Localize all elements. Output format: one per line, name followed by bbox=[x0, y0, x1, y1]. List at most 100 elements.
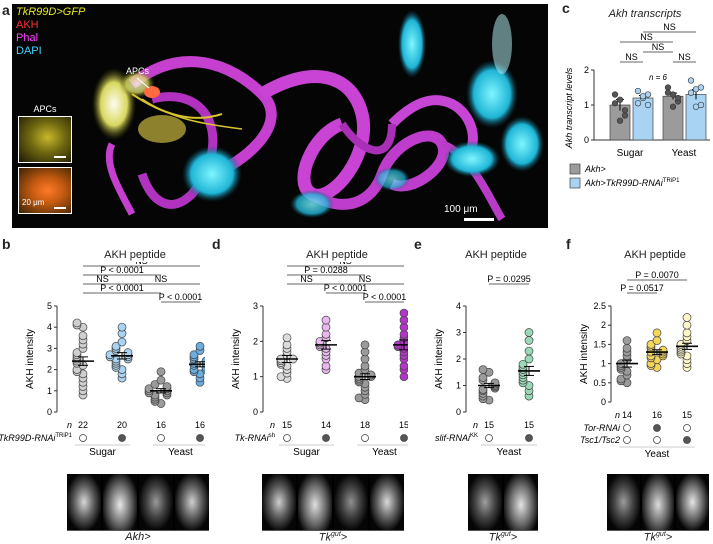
thumbs-f bbox=[607, 474, 710, 530]
thumb bbox=[641, 474, 675, 530]
genotype-f-suffix: > bbox=[665, 531, 673, 544]
genotype-b: Akh> bbox=[67, 530, 209, 543]
comparison-label: P = 0.0517 bbox=[620, 283, 664, 293]
y-tick-label: 1 bbox=[253, 372, 258, 382]
genotype-mark bbox=[623, 436, 631, 444]
data-point bbox=[72, 318, 82, 328]
thumb bbox=[334, 474, 368, 530]
legend-text: Akh>TkR99D-RNAiTRiP1 bbox=[584, 178, 680, 188]
y-tick-label: 1 bbox=[584, 100, 589, 110]
panel-d-label: d bbox=[212, 236, 221, 252]
inset-scale-label: 20 μm bbox=[22, 198, 45, 207]
data-point bbox=[201, 356, 205, 366]
chart-f: 0 0.5 1 1.5 2 2.5 AKH intensity P = 0.0517 P = 0… bbox=[579, 270, 698, 460]
genotype-d-suffix: > bbox=[340, 531, 348, 544]
row-label-sup: KK bbox=[470, 433, 478, 439]
comparison-label: P < 0.0001 bbox=[100, 283, 144, 293]
n-label: n = 6 bbox=[649, 73, 668, 82]
panel-f-label: f bbox=[566, 236, 571, 252]
group-label: Yeast bbox=[672, 148, 697, 159]
row-label: TkR99D-RNAiTRiP1 bbox=[0, 433, 73, 443]
y-tick-label: 2 bbox=[47, 365, 52, 375]
panel-c-label: c bbox=[562, 0, 570, 16]
data-point bbox=[644, 101, 652, 109]
thumb bbox=[607, 474, 640, 530]
comparison-label: P = 0.0070 bbox=[635, 270, 679, 280]
data-point bbox=[669, 103, 677, 110]
y-axis-label: Akh transcript levels bbox=[564, 67, 574, 149]
n-prefix: n bbox=[67, 420, 72, 430]
genotype-d-sup: gut bbox=[331, 531, 341, 538]
data-point bbox=[687, 89, 695, 96]
thumb bbox=[175, 474, 209, 530]
y-tick-label: 0 bbox=[253, 407, 258, 417]
comparison-label: P < 0.0001 bbox=[159, 292, 203, 302]
n-value: 14 bbox=[622, 410, 632, 420]
comparison-label: NS bbox=[135, 262, 148, 266]
thumb bbox=[676, 474, 710, 530]
y-tick-label: 0 bbox=[584, 135, 589, 145]
n-value: 15 bbox=[399, 420, 408, 430]
genotype-e-suffix: > bbox=[510, 531, 518, 544]
inset-label: APCs bbox=[33, 104, 57, 114]
thumb bbox=[504, 474, 538, 530]
legend-sup: TRiP1 bbox=[663, 178, 680, 184]
comparison-label: NS bbox=[359, 274, 372, 284]
data-point bbox=[524, 336, 534, 345]
comparison-label: NS bbox=[155, 274, 168, 284]
y-tick-label: 0 bbox=[601, 397, 606, 407]
data-point bbox=[189, 350, 199, 360]
comparison-label: NS bbox=[625, 52, 638, 62]
comparison-label: NS bbox=[663, 22, 676, 32]
y-tick-label: 2 bbox=[584, 65, 589, 75]
genotype-mark bbox=[361, 434, 369, 442]
panel-c-title: Akh transcripts bbox=[608, 8, 682, 20]
panel-b-title: AKH peptide bbox=[104, 249, 166, 261]
row-label: slif-RNAiKK bbox=[435, 433, 478, 443]
legend-phal: Phal bbox=[16, 32, 39, 44]
data-point bbox=[682, 328, 692, 338]
genotype-mark bbox=[653, 424, 661, 432]
data-point bbox=[682, 313, 692, 322]
genotype-mark bbox=[623, 424, 631, 432]
n-prefix: n bbox=[270, 420, 275, 430]
data-point bbox=[156, 375, 166, 385]
data-point bbox=[399, 308, 408, 318]
chart-e: 0 1 2 3 4 AKH intensity P = 0.0295 n 15 15 slif-RN… bbox=[434, 274, 540, 458]
data-point bbox=[616, 117, 624, 124]
comparison-label: NS bbox=[678, 52, 691, 62]
genotype-f: Tkgut> bbox=[607, 530, 709, 544]
thumb bbox=[103, 474, 137, 530]
inset-stack: APCs 20 μm bbox=[18, 104, 72, 219]
data-point bbox=[195, 341, 205, 351]
y-tick-label: 4 bbox=[456, 301, 461, 311]
condition-label: Sugar bbox=[89, 447, 116, 458]
row-label: Tk-RNAish bbox=[235, 433, 275, 443]
data-point bbox=[634, 87, 642, 95]
panel-f-title: AKH peptide bbox=[624, 249, 686, 261]
comparison-label: NS bbox=[652, 42, 665, 52]
apc-callout: APCs bbox=[126, 66, 150, 76]
genotype-mark bbox=[79, 434, 87, 442]
panel-b-label: b bbox=[2, 236, 11, 252]
genotype-mark bbox=[485, 434, 493, 442]
legend-swatch bbox=[569, 177, 581, 189]
data-point bbox=[117, 337, 127, 347]
y-tick-label: 3 bbox=[456, 328, 461, 338]
condition-label: Sugar bbox=[293, 447, 320, 458]
y-tick-label: 0 bbox=[456, 407, 461, 417]
legend-swatch bbox=[569, 163, 581, 175]
row-label: Tsc1/Tsc2 bbox=[580, 435, 620, 445]
inset-gfp bbox=[18, 116, 72, 163]
row-label-sup: TRiP1 bbox=[55, 433, 72, 439]
comparison-label: P < 0.0001 bbox=[100, 265, 144, 275]
n-value: 15 bbox=[282, 420, 292, 430]
n-prefix: n bbox=[615, 410, 620, 420]
inset-merge: 20 μm bbox=[18, 167, 72, 214]
panel-e-title: AKH peptide bbox=[465, 249, 527, 261]
data-point bbox=[162, 382, 172, 391]
genotype-mark bbox=[683, 436, 691, 444]
thumbs-b bbox=[67, 474, 209, 530]
